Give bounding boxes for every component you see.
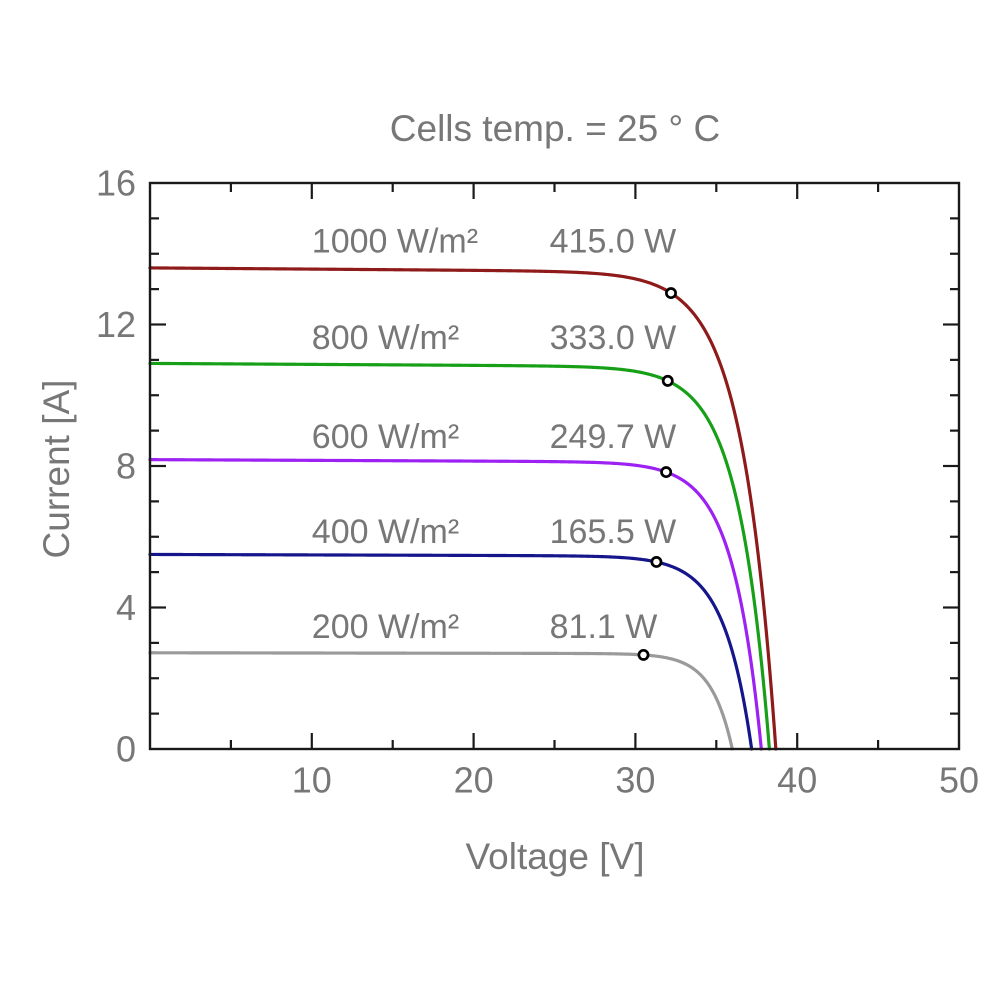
x-tick-label-30: 30 (615, 760, 655, 801)
iv-curve-200 (148, 651, 734, 751)
mpp-marker-400 (650, 556, 663, 568)
x-axis-title: Voltage [V] (465, 836, 645, 877)
iv-curve-600 (148, 458, 763, 751)
series-power-label-400: 165.5 W (550, 513, 677, 551)
y-tick-label-16: 16 (96, 163, 136, 204)
y-tick-label-12: 12 (96, 304, 136, 345)
series-irradiance-label-200: 200 W/m² (312, 608, 459, 646)
series-power-label-800: 333.0 W (550, 319, 677, 357)
series-irradiance-label-1000: 1000 W/m² (312, 222, 478, 260)
series-irradiance-label-400: 400 W/m² (312, 513, 459, 551)
mpp-marker-200 (637, 648, 650, 661)
chart-title: Cells temp. = 25 ° C (389, 108, 721, 149)
y-tick-label-4: 4 (116, 587, 136, 628)
series-irradiance-label-600: 600 W/m² (312, 418, 459, 456)
mpp-marker-800 (661, 374, 674, 387)
series-irradiance-label-800: 800 W/m² (312, 319, 459, 357)
mpp-marker-600 (660, 466, 673, 479)
x-tick-label-20: 20 (454, 760, 494, 801)
series-power-label-200: 81.1 W (550, 608, 658, 646)
x-tick-label-50: 50 (939, 760, 979, 801)
y-tick-label-0: 0 (116, 729, 136, 770)
plot-border (148, 181, 961, 751)
x-tick-label-10: 10 (292, 760, 332, 801)
series-power-label-600: 249.7 W (550, 418, 677, 456)
y-tick-label-8: 8 (116, 446, 136, 487)
iv-curve-1000 (148, 266, 778, 751)
x-tick-label-40: 40 (777, 760, 817, 801)
series-power-label-1000: 415.0 W (550, 222, 677, 260)
mpp-marker-1000 (665, 287, 677, 300)
